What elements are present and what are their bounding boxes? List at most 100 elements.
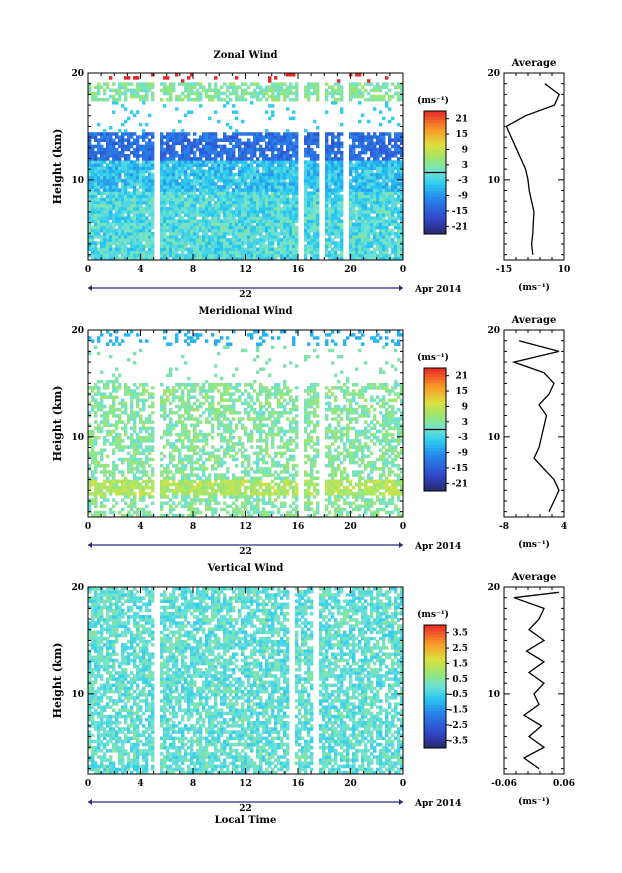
x-tick-label: 12 <box>239 265 252 275</box>
colorbar-frame <box>423 624 447 749</box>
x-tick-label: 20 <box>344 265 357 275</box>
x-tick-label: 0 <box>400 522 406 532</box>
panel-3: Vertical Wind 0 4 8 12 16 20 0 10 20 Height (km) 22… <box>51 563 575 814</box>
profile-y-tick-label: 20 <box>487 69 500 79</box>
profile-title: Average <box>511 315 557 326</box>
profile-line <box>505 83 561 255</box>
colorbar-tick-label: 21 <box>455 115 468 125</box>
colorbar-tick-label: -15 <box>452 207 468 217</box>
colorbar-tick-label: -3 <box>458 176 468 186</box>
profile-x-tick-label: -15 <box>496 265 512 275</box>
profile-x-label: (ms⁻¹) <box>518 282 550 293</box>
x-tick-label: 0 <box>400 779 406 789</box>
profile-x-tick-label: 10 <box>558 265 571 275</box>
x-tick-label: 0 <box>85 779 91 789</box>
x-tick-label: 4 <box>137 265 143 275</box>
profile-panel: Average 10 20 -8 4 (ms⁻¹) <box>487 315 567 550</box>
heatmap <box>88 73 404 261</box>
profile-y-tick-label: 20 <box>487 583 500 593</box>
profile-title: Average <box>511 572 557 583</box>
x-tick-label: 20 <box>344 779 357 789</box>
x-tick-label: 16 <box>292 779 305 789</box>
profile-x-tick-label: -0.06 <box>491 779 517 789</box>
date-strip-arrow <box>399 285 403 291</box>
colorbar-tick-label: 21 <box>455 372 468 382</box>
colorbar-tick-label: 9 <box>462 145 468 155</box>
heatmap <box>88 330 404 518</box>
profile-title: Average <box>511 58 557 69</box>
y-tick-label: 10 <box>71 176 84 186</box>
y-tick-label: 10 <box>71 433 84 443</box>
date-strip-arrow <box>88 799 92 805</box>
x-axis-label: Local Time <box>215 815 277 826</box>
colorbar-tick-label: -3.5 <box>449 736 468 746</box>
colorbar-unit: (ms⁻¹) <box>417 609 449 620</box>
x-tick-label: 16 <box>292 265 305 275</box>
colorbar-tick-label: -3 <box>458 433 468 443</box>
colorbar-tick-label: -1.5 <box>449 706 468 716</box>
profile-x-label: (ms⁻¹) <box>518 796 550 807</box>
date-strip-arrow <box>399 542 403 548</box>
y-tick-label: 20 <box>71 326 84 336</box>
x-tick-label: 8 <box>190 779 196 789</box>
profile-x-tick-label: 0.06 <box>553 779 575 789</box>
profile-line <box>513 591 560 770</box>
profile-x-tick-label: -8 <box>499 522 509 532</box>
profile-y-tick-label: 10 <box>487 433 500 443</box>
y-axis-label: Height (km) <box>51 643 64 719</box>
profile-y-tick-label: 10 <box>487 690 500 700</box>
colorbar-tick-label: 9 <box>462 402 468 412</box>
y-tick-label: 20 <box>71 69 84 79</box>
colorbar-tick-label: 1.5 <box>452 659 468 669</box>
x-tick-label: 20 <box>344 522 357 532</box>
day-label: 22 <box>239 547 252 557</box>
colorbar-tick-label: -0.5 <box>449 690 468 700</box>
date-label: Apr 2014 <box>414 799 461 809</box>
day-label: 22 <box>239 290 252 300</box>
date-strip-arrow <box>88 285 92 291</box>
colorbar-tick-label: 0.5 <box>452 675 468 685</box>
panel-2: Meridional Wind 0 4 8 12 16 20 0 10 20 Height (km)… <box>51 306 567 557</box>
x-tick-label: 4 <box>137 779 143 789</box>
x-tick-label: 0 <box>85 265 91 275</box>
colorbar-unit: (ms⁻¹) <box>417 95 449 106</box>
colorbar-tick-label: -21 <box>452 479 468 489</box>
date-strip-arrow <box>88 542 92 548</box>
colorbar-tick-label: 2.5 <box>452 644 468 654</box>
y-tick-label: 10 <box>71 690 84 700</box>
colorbar-tick-label: -9 <box>458 192 468 202</box>
date-label: Apr 2014 <box>414 285 461 295</box>
x-tick-label: 4 <box>137 522 143 532</box>
profile-y-tick-label: 20 <box>487 326 500 336</box>
colorbar-tick-label: -21 <box>452 222 468 232</box>
colorbar-tick-label: 3.5 <box>452 629 468 639</box>
date-label: Apr 2014 <box>414 542 461 552</box>
panel-title: Vertical Wind <box>207 563 284 574</box>
colorbar-tick-label: 3 <box>462 418 468 428</box>
profile-panel: Average 10 20 -0.06 0.06(ms⁻¹) <box>487 572 574 807</box>
x-tick-label: 16 <box>292 522 305 532</box>
profile-panel: Average 10 20 -15 10 (ms⁻¹) <box>487 58 570 293</box>
colorbar-unit: (ms⁻¹) <box>417 352 449 363</box>
colorbar-tick-label: 15 <box>455 387 468 397</box>
panel-1: Zonal Wind 0 4 8 12 16 20 0 10 20 Height (km) 22 Apr… <box>51 50 570 300</box>
profile-frame <box>503 586 565 775</box>
x-tick-label: 0 <box>400 265 406 275</box>
colorbar: 21 15 9 3 -3 -9 -15 -21 <box>423 367 468 492</box>
y-axis-label: Height (km) <box>51 129 64 205</box>
profile-x-label: (ms⁻¹) <box>518 539 550 550</box>
profile-line <box>511 340 560 512</box>
colorbar: 21 15 9 3 -3 -9 -15 -21 <box>423 110 468 235</box>
x-tick-label: 8 <box>190 265 196 275</box>
y-tick-label: 20 <box>71 583 84 593</box>
colorbar-tick-label: 3 <box>462 161 468 171</box>
date-strip-arrow <box>399 799 403 805</box>
y-axis-label: Height (km) <box>51 386 64 462</box>
x-tick-label: 12 <box>239 779 252 789</box>
colorbar-tick-label: -9 <box>458 449 468 459</box>
colorbar-tick-label: -15 <box>452 464 468 474</box>
heatmap <box>88 587 404 775</box>
day-label: 22 <box>239 804 252 814</box>
